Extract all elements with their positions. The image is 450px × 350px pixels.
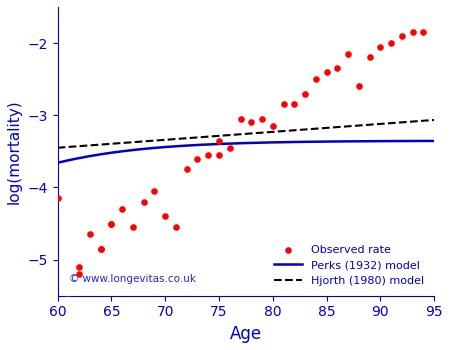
Observed rate (97, 246, 104, 252)
Observed rate (345, 51, 352, 57)
Observed rate (76, 271, 83, 277)
Perks (1932) model (55, 161, 60, 165)
Observed rate (216, 138, 223, 144)
Line: Hjorth (1980) model: Hjorth (1980) model (58, 120, 434, 148)
Observed rate (65, 296, 72, 302)
Perks (1932) model (432, 139, 437, 143)
Perks (1932) model (278, 140, 283, 144)
Perks (1932) model (285, 140, 291, 144)
Observed rate (140, 199, 147, 205)
X-axis label: Age: Age (230, 325, 262, 343)
Observed rate (334, 65, 341, 71)
Hjorth (1980) model (396, 120, 402, 125)
Observed rate (183, 167, 190, 172)
Observed rate (216, 152, 223, 158)
Observed rate (54, 196, 61, 201)
Observed rate (387, 40, 395, 46)
Observed rate (248, 120, 255, 125)
Perks (1932) model (396, 139, 402, 143)
Observed rate (366, 55, 373, 60)
Observed rate (291, 102, 298, 107)
Observed rate (377, 44, 384, 49)
Line: Perks (1932) model: Perks (1932) model (58, 141, 434, 163)
Observed rate (86, 232, 94, 237)
Hjorth (1980) model (278, 129, 283, 133)
Hjorth (1980) model (55, 146, 60, 150)
Y-axis label: log(mortality): log(mortality) (7, 99, 22, 204)
Observed rate (420, 29, 427, 35)
Observed rate (226, 145, 234, 150)
Observed rate (323, 69, 330, 75)
Observed rate (258, 116, 265, 122)
Hjorth (1980) model (279, 129, 284, 133)
Observed rate (302, 91, 309, 96)
Observed rate (151, 188, 158, 194)
Perks (1932) model (372, 139, 378, 143)
Perks (1932) model (56, 160, 62, 164)
Observed rate (108, 221, 115, 226)
Hjorth (1980) model (432, 118, 437, 122)
Observed rate (269, 123, 276, 129)
Perks (1932) model (279, 140, 284, 144)
Observed rate (205, 152, 212, 158)
Observed rate (97, 246, 104, 252)
Observed rate (108, 221, 115, 226)
Hjorth (1980) model (56, 146, 62, 150)
Hjorth (1980) model (285, 129, 291, 133)
Observed rate (194, 156, 201, 161)
Observed rate (129, 224, 136, 230)
Observed rate (162, 214, 169, 219)
Observed rate (118, 206, 126, 212)
Observed rate (237, 116, 244, 122)
Hjorth (1980) model (372, 122, 378, 126)
Observed rate (76, 264, 83, 270)
Legend: Observed rate, Perks (1932) model, Hjorth (1980) model: Observed rate, Perks (1932) model, Hjort… (270, 240, 429, 290)
Text: © www.longevitas.co.uk: © www.longevitas.co.uk (69, 274, 196, 284)
Observed rate (409, 29, 416, 35)
Observed rate (280, 102, 287, 107)
Observed rate (356, 84, 363, 89)
Observed rate (172, 224, 180, 230)
Observed rate (398, 33, 405, 38)
Observed rate (312, 76, 319, 82)
